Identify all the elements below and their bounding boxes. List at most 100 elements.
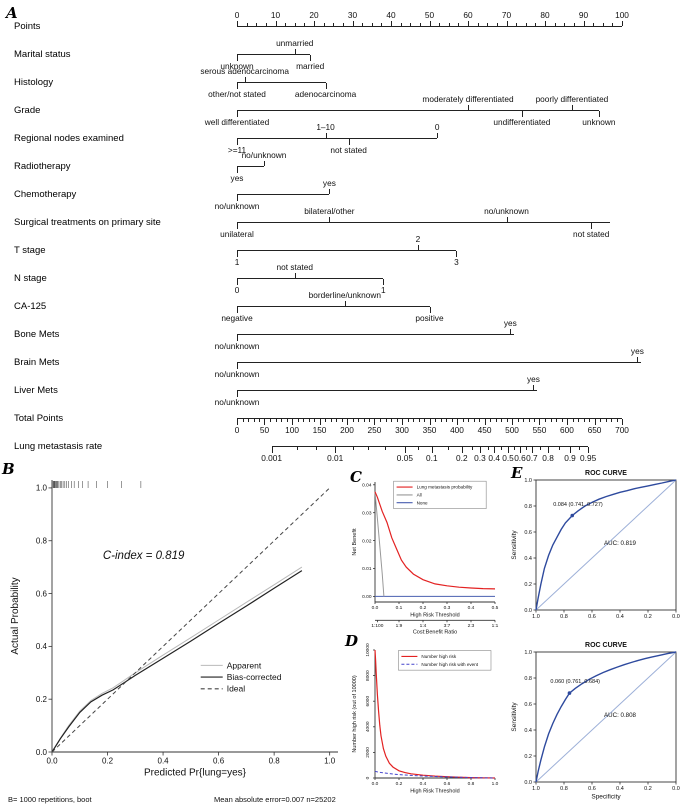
nomogram-minor-tick <box>573 23 575 26</box>
nomogram-minor-tick <box>391 419 392 422</box>
nomogram-tick <box>237 139 238 145</box>
nomogram-tick <box>329 188 331 194</box>
nomogram-tick <box>583 20 585 26</box>
nomogram-tick-label: 50 <box>424 9 435 20</box>
series-Bias-corrected <box>51 570 303 753</box>
x-tick-label: 0.0 <box>46 757 58 766</box>
y-tick-label: 0.0 <box>524 780 532 786</box>
y-tick-label: 0.02 <box>362 538 372 544</box>
nomogram-minor-tick <box>424 419 425 422</box>
nomogram-tick <box>570 447 572 453</box>
nomogram-tick <box>622 419 623 425</box>
nomogram-minor-tick <box>242 419 244 422</box>
nomogram-row-label: Surgical treatments on primary site <box>14 217 161 228</box>
nomogram-minor-tick <box>517 419 519 422</box>
nomogram-tick <box>237 419 238 425</box>
nomogram-minor-tick <box>380 419 381 422</box>
y-tick-label: 0.01 <box>362 566 372 572</box>
x-tick-label: 0.0 <box>372 781 379 787</box>
y-tick-label: 0.00 <box>362 594 372 600</box>
roc-valid-plot: 1.0 0.8 0.6 0.4 0.2 0.0 0.0 0.2 0.4 0.6 0.8 1.0 Spec… <box>506 638 684 810</box>
nomogram-tick <box>237 363 238 369</box>
x-tick-label: 0.6 <box>444 781 451 787</box>
x2-tick-label: 2:3 <box>468 623 475 629</box>
x-tick-label: 0.2 <box>644 786 652 792</box>
legend-label: Ideal <box>227 684 246 694</box>
nomogram-tick-label: 100 <box>285 425 299 435</box>
high-risk-plot: 0.0 0.2 0.4 0.6 0.8 1.0 0 2000 4000 6000 8000 10000… <box>348 640 500 807</box>
nomogram-tick <box>374 419 376 425</box>
nomogram-tick-label: 450 <box>477 425 492 435</box>
x-tick-label: 0.1 <box>396 605 403 611</box>
nomogram-row-label: Chemotherapy <box>14 189 77 200</box>
nomogram-tick-label: 50 <box>259 425 270 435</box>
panel-label-e: E <box>511 464 523 482</box>
nomogram-tick <box>588 447 590 453</box>
nomogram-tick-label: 0.5 <box>502 453 514 463</box>
nomogram-tick-label: 0.05 <box>396 453 413 463</box>
nomogram-minor-tick <box>578 419 579 422</box>
nomogram-tick-label: 100 <box>615 9 629 20</box>
nomogram-tick-label: 200 <box>340 425 354 435</box>
nomogram-tick <box>325 83 327 89</box>
nomogram-minor-tick <box>413 419 414 422</box>
annotation: AUC: 0.819 <box>604 540 637 547</box>
nomogram-tick <box>521 111 523 117</box>
series-All <box>374 491 385 597</box>
nomogram-tick <box>310 55 312 61</box>
nomogram-minor-tick <box>473 419 475 422</box>
nomogram-minor-tick <box>487 23 489 26</box>
series-chance <box>535 479 677 611</box>
nomogram-minor-tick <box>471 447 473 450</box>
y-tick-label: 0.4 <box>524 728 532 734</box>
series-ROC <box>535 651 677 783</box>
legend-box <box>398 650 492 671</box>
nomogram-tick-label: 0.9 <box>564 453 576 463</box>
nomogram-tick-label: moderately differentiated <box>422 93 514 104</box>
nomogram-minor-tick <box>487 447 489 450</box>
roc-train-plot: 1.0 0.8 0.6 0.4 0.2 0.0 0.0 0.2 0.4 0.6 0.8 1.0 Sens… <box>506 466 684 641</box>
nomogram-axis-line <box>237 334 515 335</box>
nomogram-tick <box>294 272 296 278</box>
nomogram-row-label: Brain Mets <box>14 357 60 368</box>
x-tick-label: 0.0 <box>672 614 680 620</box>
y-tick-label: 1.0 <box>36 484 48 493</box>
nomogram-minor-tick <box>528 419 530 422</box>
nomogram-minor-tick <box>602 23 604 26</box>
nomogram-row-label: CA-125 <box>14 301 47 312</box>
nomogram-minor-tick <box>540 447 542 450</box>
nomogram-tick-label: 0.1 <box>426 453 438 463</box>
x-tick-label: 1.0 <box>492 781 499 787</box>
nomogram-tick-label: no/unknown <box>484 205 529 216</box>
nomogram-tick <box>429 20 431 26</box>
nomogram-tick-label: 2 <box>415 233 421 244</box>
y-tick-label: 0.4 <box>36 642 48 651</box>
nomogram: Points 0 10 20 30 40 50 60 70 80 90 100 Marital stat… <box>14 9 644 464</box>
nomogram-minor-tick <box>358 419 359 422</box>
nomogram-axis-line <box>237 110 599 111</box>
x-tick-label: 0.6 <box>588 786 596 792</box>
y-axis-label: Net Benefit <box>352 528 358 556</box>
x-axis-label: Predicted Pr{lung=yes} <box>144 768 247 779</box>
annotation: C-index = 0.819 <box>103 550 185 562</box>
y-axis-label: Sensitivity <box>511 702 518 732</box>
nomogram-tick-label: 250 <box>367 425 382 435</box>
x-tick-label: 0.2 <box>396 781 403 787</box>
nomogram-minor-tick <box>479 419 480 422</box>
x-tick-label: 0.6 <box>213 757 225 766</box>
panel-label-c: C <box>350 468 362 486</box>
nomogram-minor-tick <box>297 419 299 422</box>
nomogram-minor-tick <box>448 23 450 26</box>
nomogram-tick <box>314 20 315 26</box>
nomogram-minor-tick <box>446 419 447 422</box>
nomogram-tick-label: 0 <box>234 9 240 20</box>
nomogram-minor-tick <box>410 23 412 26</box>
nomogram-tick <box>508 447 510 453</box>
nomogram-tick-label: 650 <box>587 425 602 435</box>
nomogram-tick-label: serous adenocarcinoma <box>200 65 289 76</box>
nomogram-row-label: Grade <box>14 105 41 116</box>
nomogram-tick-label: yes <box>526 373 540 384</box>
x-tick-label: 0.8 <box>269 757 281 766</box>
nomogram-minor-tick <box>612 23 614 26</box>
